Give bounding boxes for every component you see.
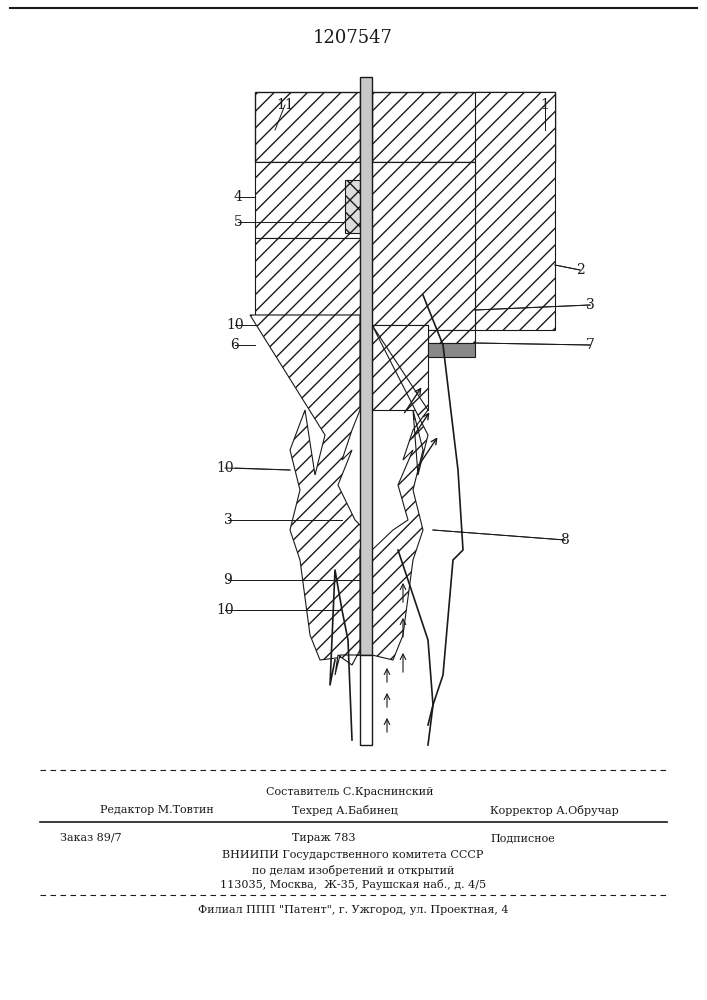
Text: 6: 6 <box>230 338 240 352</box>
Text: Составитель С.Краснинский: Составитель С.Краснинский <box>267 787 434 797</box>
Text: 7: 7 <box>585 338 595 352</box>
Polygon shape <box>475 92 555 330</box>
Text: 2: 2 <box>575 263 585 277</box>
Text: по делам изобретений и открытий: по делам изобретений и открытий <box>252 864 454 876</box>
Text: Корректор А.Обручар: Корректор А.Обручар <box>490 804 619 816</box>
Polygon shape <box>255 92 360 162</box>
Polygon shape <box>428 343 475 357</box>
Text: 1207547: 1207547 <box>313 29 393 47</box>
Text: Заказ 89/7: Заказ 89/7 <box>60 833 122 843</box>
Polygon shape <box>255 162 360 238</box>
Polygon shape <box>335 650 360 675</box>
Text: Редактор М.Товтин: Редактор М.Товтин <box>100 805 214 815</box>
Polygon shape <box>428 330 475 343</box>
Polygon shape <box>360 650 372 670</box>
Text: Подписное: Подписное <box>490 833 555 843</box>
Text: Филиал ППП "Патент", г. Ужгород, ул. Проектная, 4: Филиал ППП "Патент", г. Ужгород, ул. Про… <box>198 905 508 915</box>
Text: Техред А.Бабинец: Техред А.Бабинец <box>292 804 398 816</box>
Text: Тираж 783: Тираж 783 <box>292 833 356 843</box>
Text: 5: 5 <box>233 215 243 229</box>
Text: 11: 11 <box>276 98 294 112</box>
Text: ВНИИПИ Государственного комитета СССР: ВНИИПИ Государственного комитета СССР <box>222 850 484 860</box>
Polygon shape <box>255 238 360 315</box>
Text: 4: 4 <box>233 190 243 204</box>
Polygon shape <box>372 325 428 410</box>
Polygon shape <box>360 77 372 655</box>
Polygon shape <box>250 315 365 660</box>
Text: 3: 3 <box>223 513 233 527</box>
Text: 113035, Москва,  Ж-35, Раушская наб., д. 4/5: 113035, Москва, Ж-35, Раушская наб., д. … <box>220 880 486 890</box>
Polygon shape <box>372 162 475 330</box>
Polygon shape <box>345 180 360 233</box>
Polygon shape <box>360 655 372 745</box>
Polygon shape <box>372 325 428 660</box>
Text: 1: 1 <box>541 98 549 112</box>
Text: 3: 3 <box>585 298 595 312</box>
Text: 10: 10 <box>226 318 244 332</box>
Polygon shape <box>372 92 555 162</box>
Text: 10: 10 <box>216 461 234 475</box>
Text: 8: 8 <box>561 533 569 547</box>
Text: 9: 9 <box>223 573 233 587</box>
Text: 10: 10 <box>216 603 234 617</box>
